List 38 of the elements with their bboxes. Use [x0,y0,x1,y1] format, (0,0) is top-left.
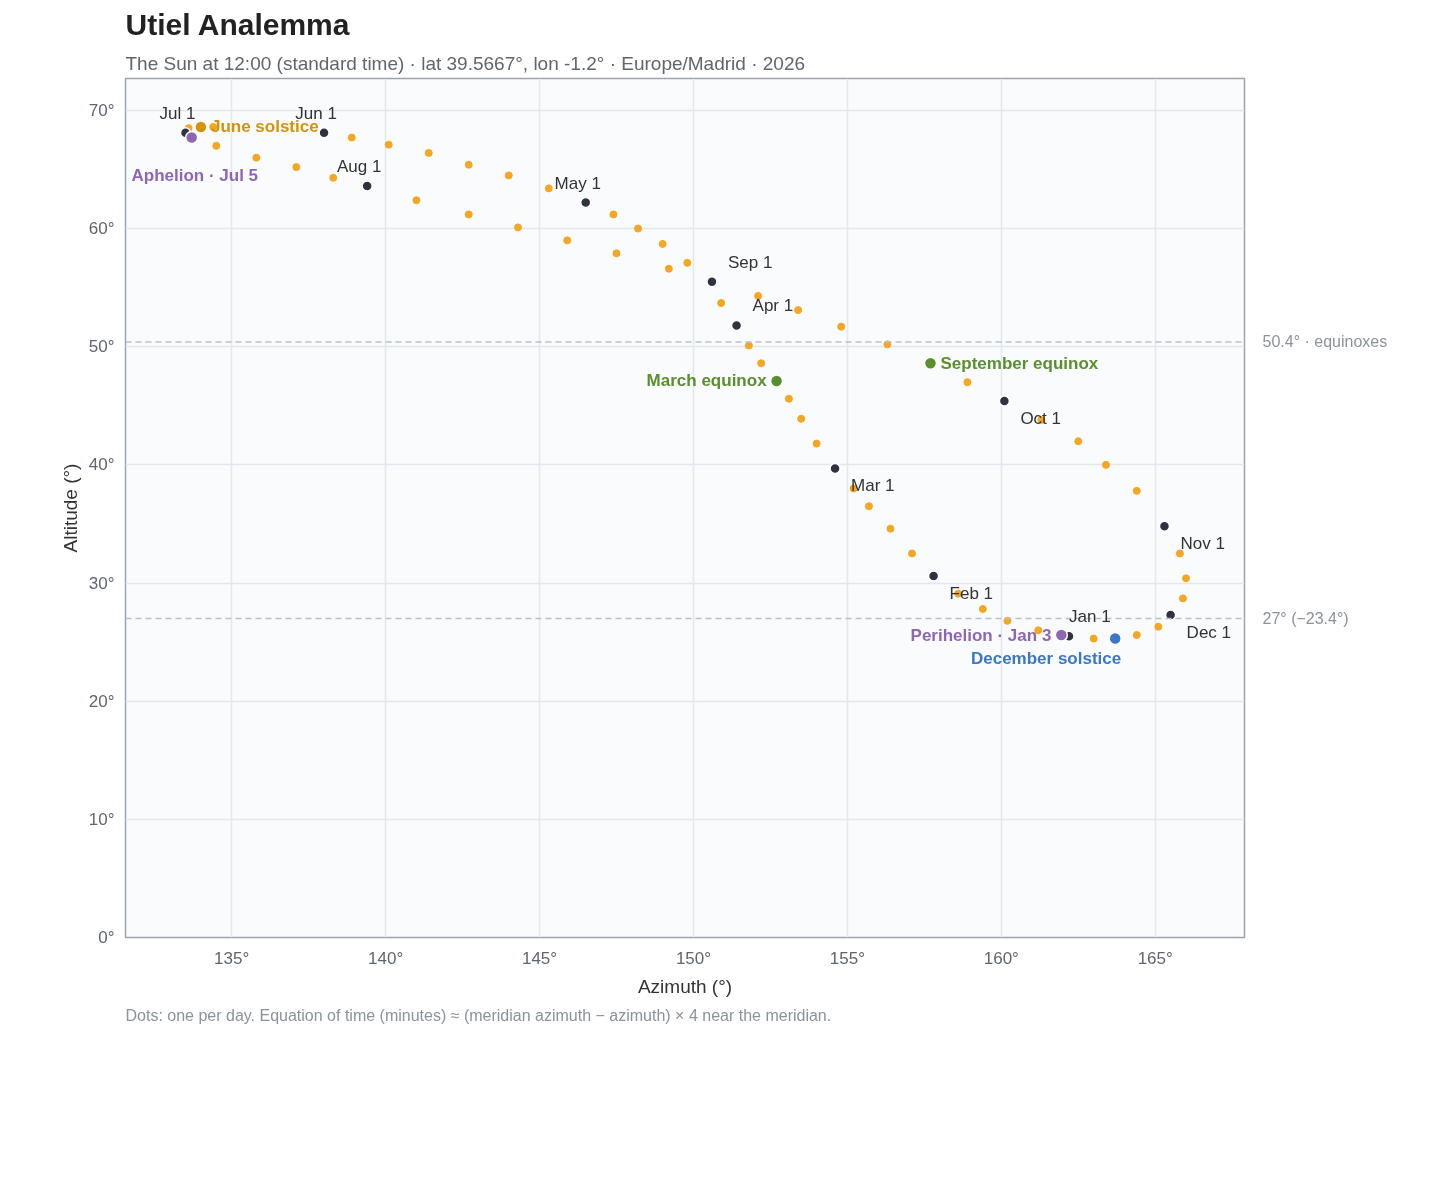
annotation: May 1 [554,173,601,193]
annotation: Sep 1 [727,252,773,272]
annotation: Oct 1 [1020,409,1062,429]
ref-line-label: 27° (−23.4°) [1262,609,1349,627]
y-tick-label: 50° [88,337,115,357]
series-label: Perihelion · Jan 3 [910,625,1052,645]
annotation: Apr 1 [752,296,794,316]
x-tick-label: 155° [829,948,865,968]
x-tick-label: 135° [214,948,250,968]
series-label: March equinox [646,371,768,391]
x-axis-title: Azimuth (°) [637,975,733,997]
y-tick-label: 30° [88,573,115,593]
y-tick-label: 40° [88,455,115,475]
annotation: Aug 1 [336,157,382,177]
y-tick-label: 20° [88,691,115,711]
y-tick-label: 70° [88,100,115,120]
x-tick-label: 160° [983,948,1019,968]
series-label: September equinox [940,353,1099,373]
series-label: Aphelion · Jul 5 [131,165,259,185]
annotation: Feb 1 [949,583,994,603]
y-axis-title: Altitude (°) [59,463,81,553]
y-tick-label: 0° [98,928,115,947]
text: Dots: one per day. Equation of time (minutes) ≈ (meridian azimuth − azimuth) × 4 near the meridian. [125,1006,832,1024]
y-tick-label: 10° [88,809,115,829]
x-tick-label: 145° [521,948,558,968]
x-tick-label: 140° [368,948,404,968]
annotation: Jan 1 [1069,607,1111,627]
annotation: Mar 1 [851,476,895,496]
annotation: Dec 1 [1186,622,1232,642]
series-label: December solstice [970,648,1122,668]
chart-subtitle: The Sun at 12:00 (standard time) · lat 39.5667°, lon -1.2° · Europe/Madrid · 2026 [125,52,806,74]
x-tick-label: 150° [675,948,712,968]
ref-line-label: 50.4° · equinoxes [1262,333,1388,351]
x-tick-label: 165° [1137,948,1173,968]
annotation: Nov 1 [1180,534,1225,554]
y-tick-label: 60° [88,219,115,239]
annotation: Jul 1 [159,103,196,123]
chart-title: Utiel Analemma [125,7,350,41]
